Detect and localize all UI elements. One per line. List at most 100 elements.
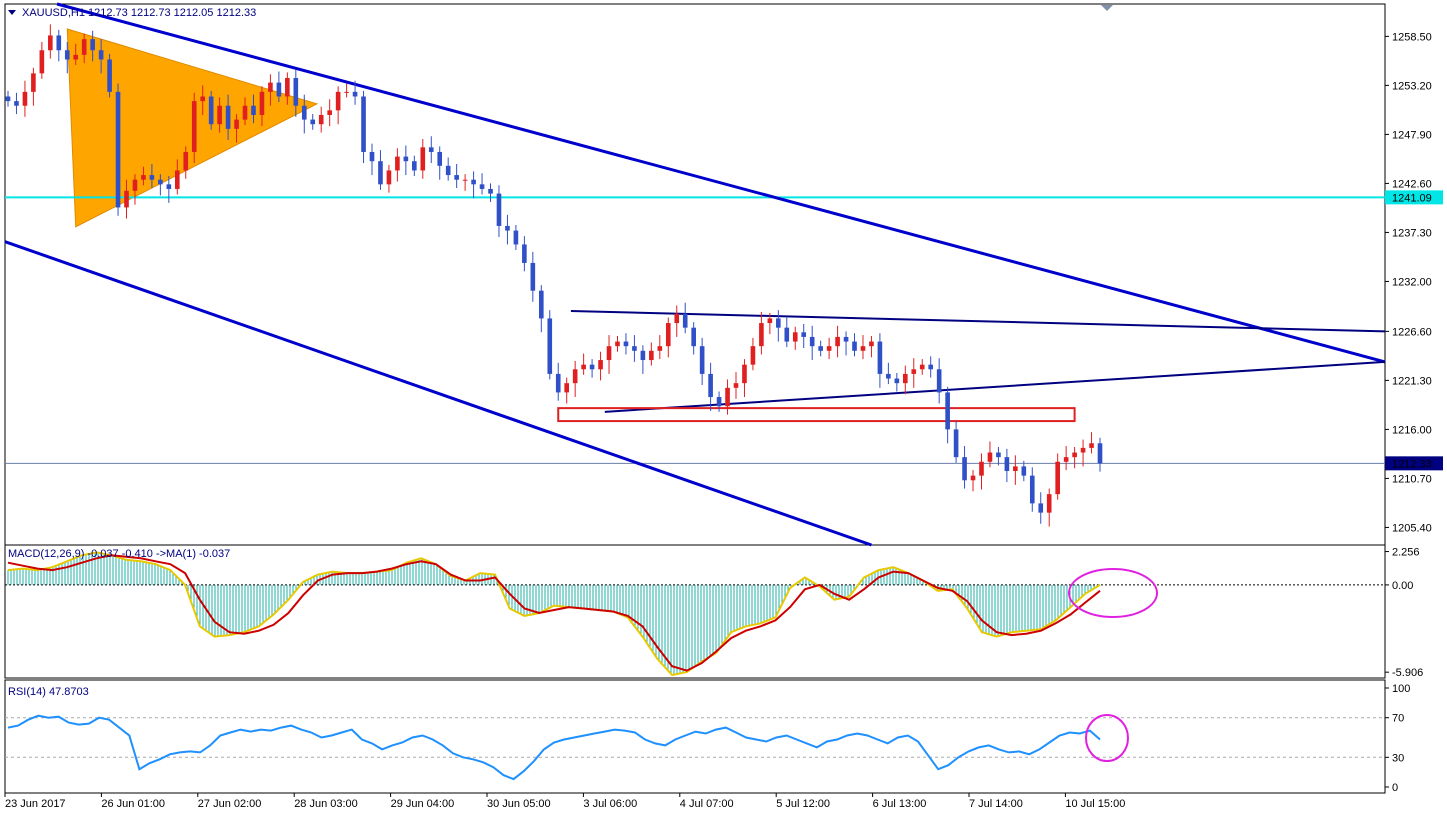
- time-tick-label-2: 27 Jun 02:00: [198, 798, 262, 810]
- candle-body-91: [776, 318, 781, 328]
- candle-body-115: [979, 461, 984, 476]
- candle-body-106: [902, 373, 908, 384]
- time-tick-label-11: 10 Jul 15:00: [1065, 798, 1125, 810]
- candle-body-11: [98, 50, 104, 60]
- candle-body-86: [733, 383, 739, 388]
- price-tick-label-1: 1253.20: [1392, 80, 1432, 92]
- candle-body-1: [14, 101, 19, 106]
- candle-body-72: [615, 341, 620, 347]
- candle-body-127: [1080, 447, 1086, 453]
- candle-body-13: [115, 91, 121, 208]
- candle-body-92: [784, 327, 790, 342]
- candle-body-0: [5, 96, 11, 102]
- candle-body-111: [945, 392, 950, 430]
- candle-body-53: [454, 175, 459, 180]
- candle-body-88: [750, 346, 756, 365]
- price-tick-label-0: 1258.50: [1392, 31, 1432, 43]
- candle-body-54: [462, 179, 468, 181]
- candle-body-34: [293, 77, 299, 106]
- candle-body-66: [564, 383, 570, 393]
- time-tick-label-5: 30 Jun 05:00: [487, 798, 551, 810]
- candle-body-43: [369, 151, 375, 162]
- candle-body-112: [953, 429, 959, 458]
- macd-axis: 2.256 0.00 -5.906: [1385, 547, 1423, 679]
- candle-body-17: [149, 175, 155, 180]
- candle-body-41: [352, 91, 358, 97]
- candle-body-79: [674, 313, 680, 324]
- candle-body-121: [1029, 475, 1035, 504]
- candle-body-31: [268, 82, 273, 92]
- rsi-panel[interactable]: 100 70 30 0: [5, 683, 1410, 794]
- candle-body-64: [547, 318, 553, 374]
- macd-panel[interactable]: 2.256 0.00 -5.906: [5, 547, 1423, 680]
- candle-body-37: [318, 114, 324, 125]
- candle-body-85: [725, 387, 730, 407]
- candle-body-12: [107, 59, 112, 92]
- candle-body-55: [471, 179, 476, 185]
- candle-body-104: [886, 373, 891, 379]
- candle-body-73: [623, 341, 629, 347]
- candle-body-15: [132, 179, 138, 191]
- price-tick-label-3: 1242.60: [1392, 178, 1432, 190]
- panel-frames: [4, 3, 1386, 794]
- candle-body-77: [657, 346, 663, 351]
- candle-body-60: [513, 230, 519, 245]
- candle-body-84: [716, 397, 722, 407]
- rsi-tick-label-2: 30: [1392, 752, 1404, 764]
- rsi-lines: [5, 714, 1385, 781]
- rsi-axis: 100 70 30 0: [1385, 683, 1410, 794]
- price-tick-label-9: 1210.70: [1392, 473, 1432, 485]
- channel-upper-line: [56, 2, 1386, 364]
- candle-body-122: [1038, 503, 1044, 513]
- price-tick-label-4: 1237.30: [1392, 227, 1432, 239]
- candle-body-47: [403, 156, 409, 162]
- drawing-objects: [4, 2, 1386, 547]
- price-marker-current-bg: [1385, 456, 1443, 471]
- candle-body-75: [640, 350, 646, 361]
- macd-signal-line: [7, 554, 1101, 672]
- candle-body-100: [852, 341, 857, 351]
- price-tick-label-10: 1205.40: [1392, 522, 1432, 534]
- price-tick-label-7: 1221.30: [1392, 375, 1432, 387]
- candle-body-46: [395, 156, 400, 171]
- candle-body-38: [327, 110, 332, 115]
- macd-tick-label-2: -5.906: [1392, 667, 1423, 679]
- time-tick-label-3: 28 Jun 03:00: [294, 798, 358, 810]
- candle-body-24: [208, 96, 214, 125]
- price-candles: [5, 24, 1103, 527]
- candle-body-50: [428, 147, 434, 152]
- triangle-down-icon[interactable]: [8, 10, 16, 15]
- candle-body-129: [1097, 443, 1103, 464]
- panel-frame-2: [4, 679, 1386, 794]
- time-tick-label-9: 6 Jul 13:00: [873, 798, 927, 810]
- candle-body-33: [285, 77, 290, 97]
- candle-body-81: [691, 327, 696, 347]
- candle-body-27: [234, 119, 239, 129]
- chart-title: XAUUSD,H1 1212.73 1212.73 1212.05 1212.3…: [22, 7, 256, 19]
- rsi-tick-label-1: 70: [1392, 713, 1404, 725]
- candle-body-119: [1013, 466, 1018, 472]
- candle-body-14: [124, 190, 129, 208]
- candle-body-124: [1055, 461, 1060, 495]
- candle-body-110: [936, 369, 942, 393]
- triangle-lower-line: [604, 360, 1386, 413]
- candle-body-65: [555, 373, 561, 393]
- candle-body-94: [801, 332, 807, 337]
- candle-body-23: [200, 96, 206, 102]
- candle-body-2: [22, 91, 28, 106]
- candle-body-78: [665, 323, 671, 347]
- candle-body-109: [928, 364, 934, 370]
- candle-body-95: [809, 336, 815, 347]
- candle-body-5: [48, 35, 53, 51]
- candle-body-67: [572, 369, 578, 384]
- candle-body-123: [1046, 494, 1052, 513]
- candle-body-56: [479, 184, 485, 189]
- price-panel[interactable]: 1258.50 1253.20 1247.90 1242.60 1237.30 1232.…: [4, 2, 1443, 547]
- candle-body-45: [386, 170, 392, 185]
- candle-body-99: [843, 336, 849, 342]
- candle-body-57: [488, 188, 493, 194]
- shift-marker-icon[interactable]: [1101, 5, 1113, 11]
- candle-body-116: [987, 452, 993, 462]
- candle-body-35: [301, 105, 307, 120]
